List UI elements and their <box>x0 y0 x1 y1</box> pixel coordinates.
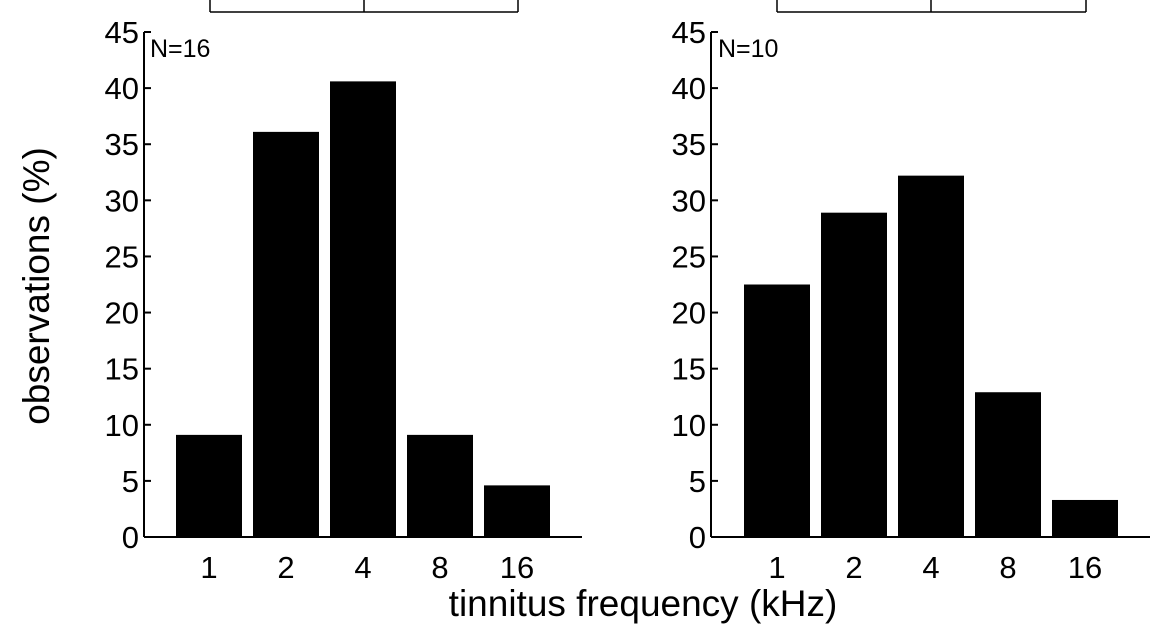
right-x-tick-label-4: 4 <box>922 550 939 585</box>
left-x-tick-label-1: 1 <box>200 550 217 585</box>
x-axis-label: tinnitus frequency (kHz) <box>449 583 838 624</box>
right-n-annotation: N=10 <box>718 35 778 63</box>
right-bar-16 <box>1052 499 1118 537</box>
right-bar-1 <box>744 284 810 537</box>
left-bar-16 <box>484 485 550 537</box>
right-x-tick-label-2: 2 <box>845 550 862 585</box>
right-y-tick-label-40: 40 <box>672 71 706 106</box>
left-y-tick-label-45: 45 <box>105 15 139 50</box>
panel-right: 0 5 10 15 20 25 30 35 40 45 1 2 4 8 16 N=10 <box>672 15 1150 585</box>
top-bracket-left <box>209 0 519 13</box>
right-bar-2 <box>821 212 887 537</box>
left-n-annotation: N=16 <box>150 35 210 63</box>
top-bracket-right <box>776 0 1087 13</box>
right-x-tick-label-1: 1 <box>768 550 785 585</box>
right-y-tick-label-35: 35 <box>672 127 706 162</box>
left-y-tick-label-40: 40 <box>105 71 139 106</box>
right-x-tick-label-16: 16 <box>1068 550 1102 585</box>
right-y-tick-label-10: 10 <box>672 408 706 443</box>
left-y-tick-label-5: 5 <box>122 464 139 499</box>
left-y-tick-label-30: 30 <box>105 183 139 218</box>
right-y-tick-label-20: 20 <box>672 296 706 331</box>
right-y-tick-label-0: 0 <box>689 520 706 555</box>
right-y-tick-label-45: 45 <box>672 15 706 50</box>
left-x-tick-label-2: 2 <box>277 550 294 585</box>
left-x-tick-label-4: 4 <box>354 550 371 585</box>
right-y-tick-label-30: 30 <box>672 183 706 218</box>
panel-left: 0 5 10 15 20 25 30 35 40 45 1 2 4 8 16 N=16 <box>105 15 582 585</box>
right-y-tick-label-15: 15 <box>672 352 706 387</box>
left-x-tick-label-16: 16 <box>500 550 534 585</box>
right-y-tick-label-5: 5 <box>689 464 706 499</box>
right-y-tick-label-25: 25 <box>672 239 706 274</box>
left-bar-2 <box>253 131 319 537</box>
left-bar-1 <box>176 434 242 537</box>
left-y-tick-label-0: 0 <box>122 520 139 555</box>
right-bar-8 <box>975 392 1041 537</box>
left-x-tick-label-8: 8 <box>431 550 448 585</box>
left-bar-4 <box>330 81 396 537</box>
right-x-tick-label-8: 8 <box>999 550 1016 585</box>
left-bar-8 <box>407 434 473 537</box>
y-axis-label: observations (%) <box>16 147 57 425</box>
right-bar-4 <box>898 175 964 537</box>
left-y-tick-label-20: 20 <box>105 296 139 331</box>
left-y-tick-label-10: 10 <box>105 408 139 443</box>
left-y-tick-label-25: 25 <box>105 239 139 274</box>
left-y-tick-label-15: 15 <box>105 352 139 387</box>
left-y-tick-label-35: 35 <box>105 127 139 162</box>
